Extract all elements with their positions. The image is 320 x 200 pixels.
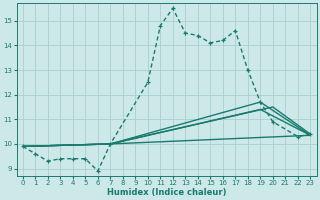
X-axis label: Humidex (Indice chaleur): Humidex (Indice chaleur) <box>107 188 226 197</box>
